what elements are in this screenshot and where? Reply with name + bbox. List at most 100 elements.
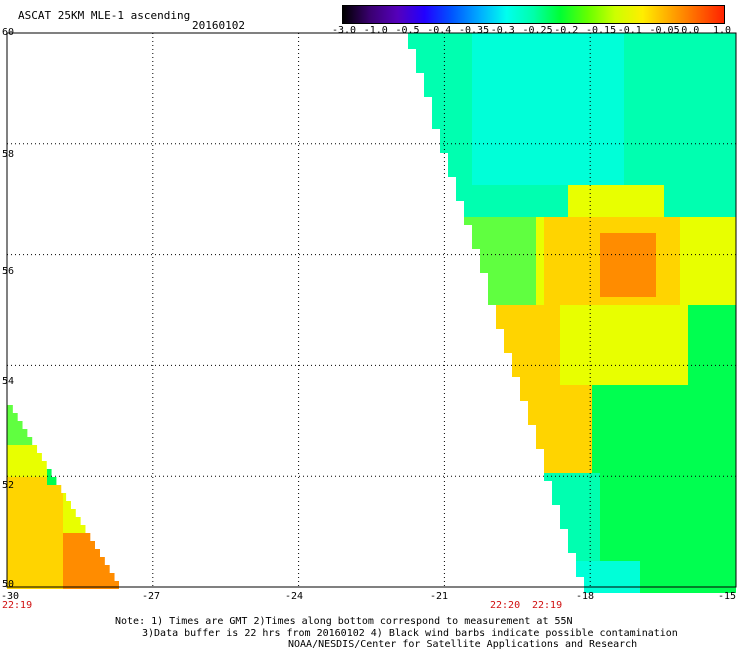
swath-cell [648, 217, 656, 225]
swath-cell [488, 217, 496, 225]
swath-cell [448, 81, 456, 89]
swath-cell [656, 273, 664, 281]
swath-cell [568, 177, 576, 185]
swath-cell [520, 273, 528, 281]
swath-cell [520, 393, 528, 401]
swath-cell [656, 481, 664, 489]
swath-cell [656, 177, 664, 185]
swath-cell [504, 249, 512, 257]
swath-cell [544, 225, 552, 233]
swath-cell [55, 549, 63, 557]
swath-cell [512, 49, 520, 57]
swath-cell [552, 425, 560, 433]
swath-cell [504, 193, 512, 201]
swath-cell [664, 225, 672, 233]
swath-cell [688, 481, 696, 489]
swath-cell [23, 493, 31, 501]
swath-cell [688, 545, 696, 553]
swath-cell [696, 569, 704, 577]
swath-cell [456, 113, 464, 121]
swath-cell [560, 321, 568, 329]
swath-cell [616, 57, 624, 65]
swath-cell [608, 137, 616, 145]
swath-cell [592, 521, 600, 529]
swath-cell [704, 441, 712, 449]
swath-cell [624, 337, 632, 345]
swath-cell [456, 73, 464, 81]
swath-cell [672, 425, 680, 433]
swath-cell [696, 225, 704, 233]
swath-cell [520, 105, 528, 113]
swath-cell [680, 553, 688, 561]
swath-cell [648, 321, 656, 329]
swath-cell [568, 169, 576, 177]
swath-cell [672, 569, 680, 577]
swath-cell [720, 97, 728, 105]
swath-cell [488, 41, 496, 49]
swath-cell [728, 513, 736, 521]
swath-cell [656, 321, 664, 329]
swath-cell [608, 321, 616, 329]
swath-cell [480, 249, 488, 257]
swath-cell [480, 265, 488, 273]
swath-cell [656, 577, 664, 585]
swath-cell [472, 193, 480, 201]
swath-cell [648, 521, 656, 529]
swath-cell [576, 241, 584, 249]
swath-cell [464, 81, 472, 89]
swath-cell [576, 489, 584, 497]
swath-cell [424, 41, 432, 49]
swath-cell [584, 241, 592, 249]
swath-cell [720, 273, 728, 281]
swath-cell [640, 545, 648, 553]
swath-cell [696, 209, 704, 217]
swath-cell [648, 425, 656, 433]
swath-cell [47, 557, 55, 565]
swath-cell [488, 241, 496, 249]
swath-cell [728, 489, 736, 497]
swath-cell [31, 437, 33, 445]
swath-cell [512, 265, 520, 273]
swath-cell [544, 257, 552, 265]
swath-cell [592, 505, 600, 513]
swath-cell [512, 281, 520, 289]
colorbar-label: 1.0 [713, 25, 732, 36]
swath-cell [688, 489, 696, 497]
swath-cell [544, 385, 552, 393]
swath-cell [616, 217, 624, 225]
swath-cell [504, 121, 512, 129]
swath-cell [568, 209, 576, 217]
swath-cell [600, 481, 608, 489]
swath-cell [488, 65, 496, 73]
swath-cell [592, 49, 600, 57]
swath-cell [544, 321, 552, 329]
swath-cell [672, 265, 680, 273]
swath-cell [560, 193, 568, 201]
swath-cell [720, 225, 728, 233]
swath-cell [592, 57, 600, 65]
swath-cell [712, 289, 720, 297]
swath-cell [640, 177, 648, 185]
swath-cell [608, 161, 616, 169]
swath-cell [624, 121, 632, 129]
swath-cell [520, 217, 528, 225]
swath-cell [488, 225, 496, 233]
swath-cell [712, 393, 720, 401]
swath-cell [656, 257, 664, 265]
swath-cell [544, 33, 552, 41]
swath-cell [640, 65, 648, 73]
swath-cell [696, 497, 704, 505]
swath-cell [560, 33, 568, 41]
swath-cell [720, 201, 728, 209]
swath-cell [680, 225, 688, 233]
swath-cell [31, 581, 39, 589]
swath-cell [704, 201, 712, 209]
swath-cell [568, 337, 576, 345]
swath-cell [568, 297, 576, 305]
swath-cell [536, 281, 544, 289]
swath-cell [632, 553, 640, 561]
swath-cell [560, 473, 568, 481]
swath-cell [672, 537, 680, 545]
swath-cell [616, 129, 624, 137]
swath-cell [616, 577, 624, 585]
